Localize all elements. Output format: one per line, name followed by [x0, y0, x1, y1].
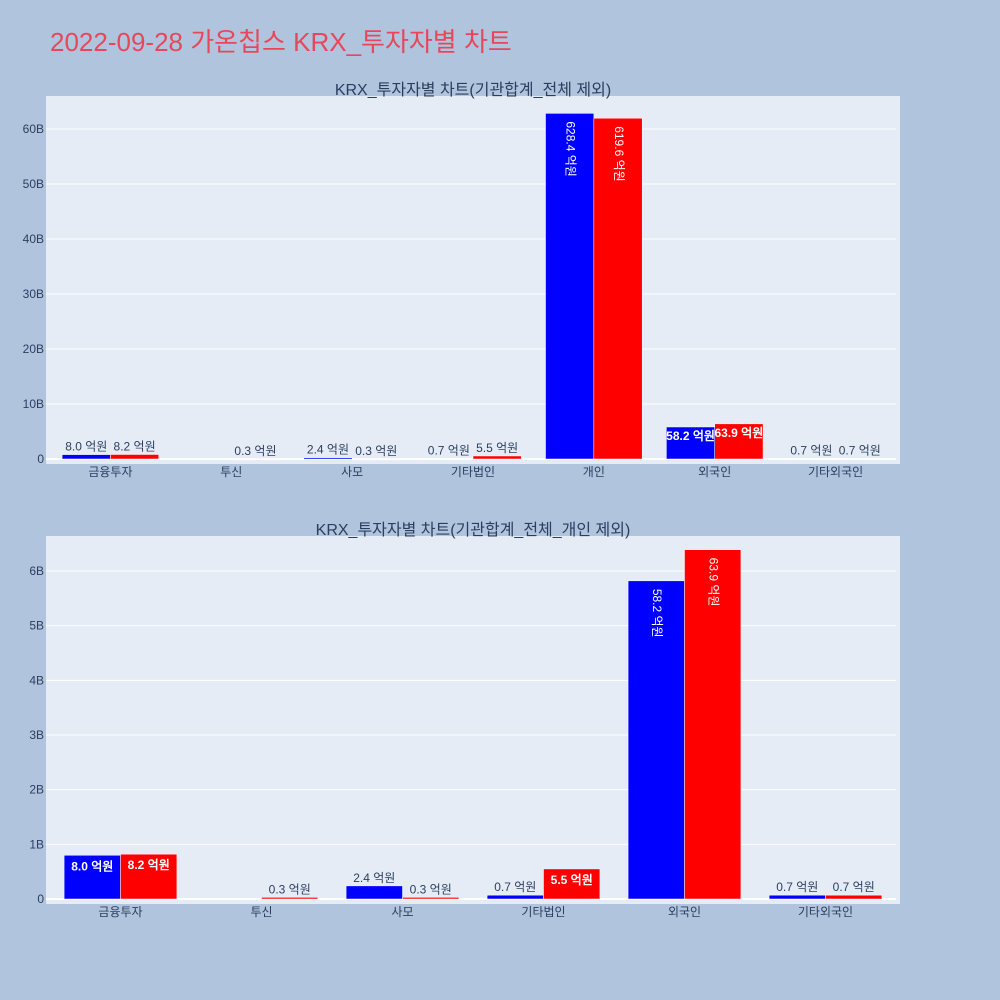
x-tick-label: 금융투자 — [98, 905, 142, 919]
y-tick-label: 30B — [23, 287, 44, 301]
y-tick-label: 50B — [23, 177, 44, 191]
x-tick-label: 기타외국인 — [808, 465, 863, 479]
y-tick-label: 6B — [29, 564, 44, 578]
chart-bottom-title: KRX_투자자별 차트(기관합계_전체_개인 제외) — [316, 521, 631, 539]
x-tick-label: 사모 — [391, 905, 413, 919]
data-label: 63.9 억원 — [714, 426, 763, 440]
x-tick-label: 외국인 — [698, 465, 731, 479]
data-label: 8.2 억원 — [128, 858, 170, 872]
y-tick-label: 4B — [29, 673, 44, 687]
bar — [684, 549, 742, 900]
data-label: 0.3 억원 — [355, 444, 397, 458]
bar — [110, 454, 160, 460]
plot-area — [46, 536, 900, 904]
data-label: 0.7 억원 — [833, 880, 875, 894]
y-tick-label: 3B — [29, 728, 44, 742]
y-tick-label: 40B — [23, 232, 44, 246]
y-tick-label: 2B — [29, 783, 44, 797]
data-label: 0.3 억원 — [269, 882, 311, 896]
x-tick-label: 금융투자 — [88, 465, 132, 479]
bar — [345, 885, 403, 900]
bar — [543, 868, 601, 900]
data-label: 619.6 억원 — [612, 126, 626, 181]
bar — [486, 894, 544, 900]
y-tick-label: 10B — [23, 397, 44, 411]
data-label: 58.2 억원 — [650, 589, 664, 638]
data-label: 0.7 억원 — [494, 880, 536, 894]
y-tick-label: 20B — [23, 342, 44, 356]
bar — [825, 894, 883, 900]
data-label: 0.7 억원 — [790, 444, 832, 458]
y-tick-label: 60B — [23, 122, 44, 136]
x-tick-label: 기타법인 — [521, 905, 565, 919]
data-label: 2.4 억원 — [353, 871, 395, 885]
x-tick-label: 사모 — [341, 465, 363, 479]
data-label: 8.0 억원 — [65, 440, 107, 454]
data-label: 0.7 억원 — [839, 444, 881, 458]
bar — [714, 423, 764, 460]
x-tick-label: 개인 — [583, 465, 605, 479]
bar — [120, 853, 178, 900]
x-tick-label: 기타외국인 — [798, 905, 853, 919]
chart-top-title: KRX_투자자별 차트(기관합계_전체 제외) — [335, 81, 611, 99]
x-tick-label: 투신 — [220, 465, 242, 479]
data-label: 0.7 억원 — [428, 444, 470, 458]
data-label: 5.5 억원 — [551, 873, 593, 887]
x-tick-label: 외국인 — [668, 905, 701, 919]
plot-area — [46, 96, 900, 464]
y-tick-label: 0 — [37, 892, 44, 906]
data-label: 63.9 억원 — [707, 558, 721, 607]
x-tick-label: 기타법인 — [451, 465, 495, 479]
bar — [472, 455, 522, 460]
data-label: 8.2 억원 — [114, 439, 156, 453]
bar — [402, 897, 460, 900]
bar — [627, 580, 685, 900]
x-tick-label: 투신 — [250, 905, 272, 919]
bar — [261, 897, 319, 900]
data-label: 0.3 억원 — [410, 882, 452, 896]
y-tick-label: 0 — [37, 452, 44, 466]
data-label: 8.0 억원 — [71, 859, 113, 873]
data-label: 2.4 억원 — [307, 443, 349, 457]
bar — [63, 855, 121, 900]
data-label: 5.5 억원 — [476, 441, 518, 455]
y-tick-label: 1B — [29, 837, 44, 851]
data-label: 0.3 억원 — [234, 444, 276, 458]
y-tick-label: 5B — [29, 619, 44, 633]
data-label: 58.2 억원 — [666, 429, 715, 443]
bar — [593, 117, 643, 460]
bar — [303, 457, 353, 460]
data-label: 0.7 억원 — [776, 880, 818, 894]
page-title: 2022-09-28 가온칩스 KRX_투자자별 차트 — [50, 27, 512, 57]
bar — [768, 894, 826, 900]
bar — [666, 426, 715, 460]
data-label: 628.4 억원 — [564, 121, 578, 176]
